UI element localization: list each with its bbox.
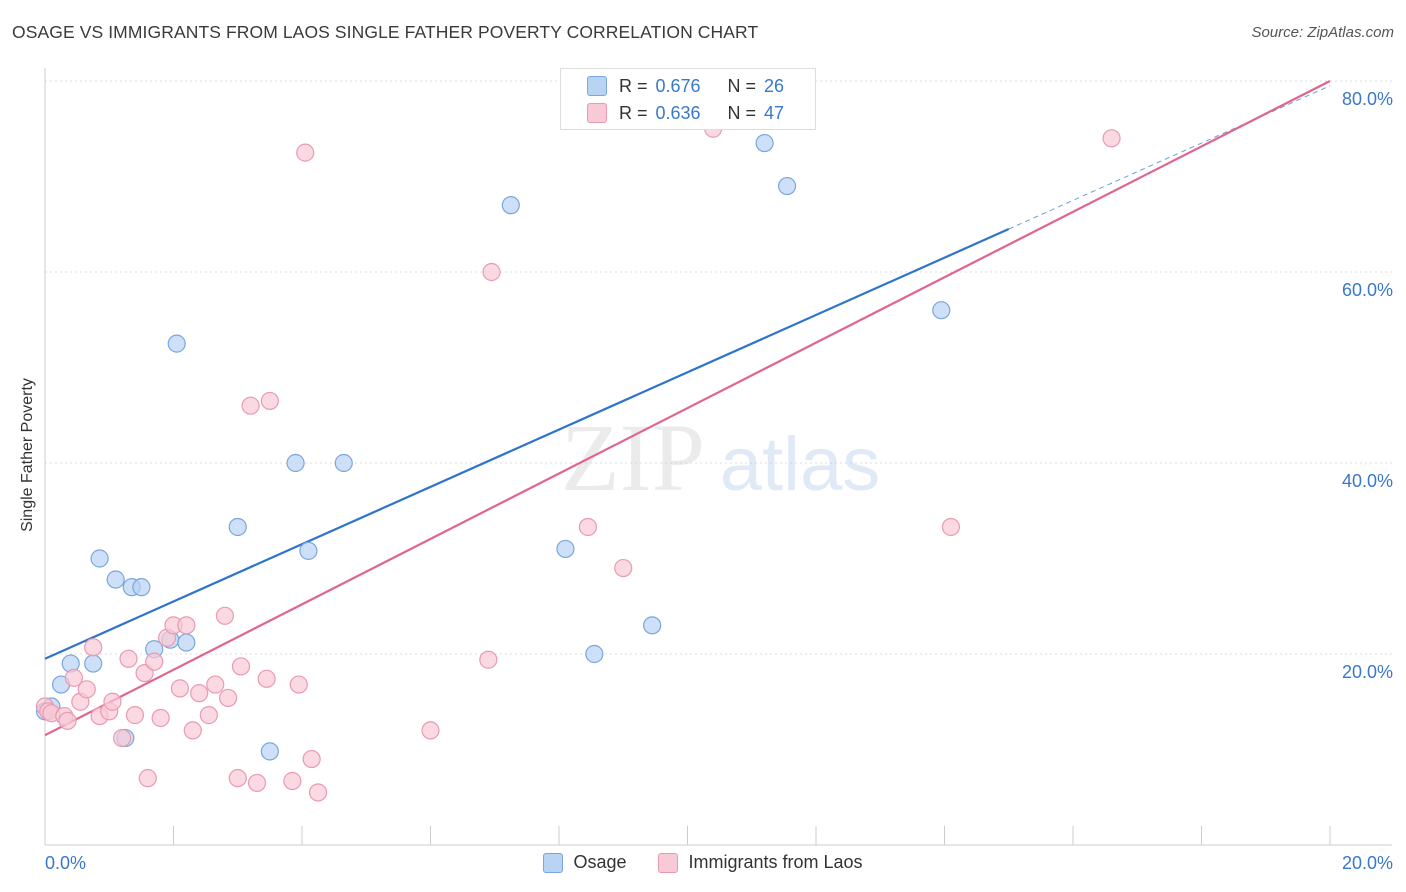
tick-labels: 20.0% 40.0% 60.0% 80.0% 0.0% 20.0% (45, 89, 1393, 873)
data-point (228, 517, 247, 537)
y-tick-label: 60.0% (1342, 280, 1393, 300)
osage-legend-swatch (543, 852, 564, 873)
data-point (643, 616, 662, 635)
data-point (145, 652, 164, 671)
legend-item-laos[interactable]: Immigrants from Laos (658, 852, 863, 873)
trend-line (44, 80, 1331, 737)
data-point (84, 638, 103, 657)
data-point (777, 176, 797, 196)
data-point (64, 668, 84, 687)
data-point (941, 517, 961, 537)
source-note: Source: ZipAtlas.com (1251, 24, 1394, 41)
data-point (1102, 129, 1121, 148)
n-label: N = (727, 75, 757, 96)
data-point (112, 728, 132, 748)
stats-legend: R = 0.676 N = 26 R = 0.636 N = 47 (560, 68, 816, 130)
axes (44, 68, 1392, 846)
data-point (228, 769, 247, 788)
data-point (219, 688, 238, 708)
trend-lines (44, 80, 1331, 737)
data-point (501, 196, 520, 215)
r-label: R = (619, 75, 648, 96)
data-point (138, 769, 157, 788)
data-point (90, 549, 109, 568)
laos-legend-swatch (658, 852, 679, 873)
osage-n-value: 26 (764, 75, 785, 96)
data-point (199, 706, 218, 725)
data-point (257, 669, 276, 688)
data-point (482, 262, 501, 282)
laos-swatch (587, 103, 607, 123)
data-point (247, 773, 267, 793)
data-point (334, 453, 353, 473)
data-point (151, 708, 170, 728)
data-point (167, 334, 186, 353)
x-tick-label-min: 0.0% (45, 853, 86, 873)
data-point (119, 649, 138, 668)
legend-item-osage[interactable]: Osage (543, 852, 626, 873)
data-point (479, 650, 498, 669)
watermark: ZIP atlas (561, 404, 880, 511)
trend-line-extension (1008, 85, 1331, 230)
data-point (289, 675, 308, 694)
data-point (183, 721, 202, 740)
r-label: R = (619, 102, 648, 123)
data-point (58, 711, 77, 730)
data-point (241, 396, 260, 415)
data-point (299, 541, 318, 560)
stats-row-laos: R = 0.636 N = 47 (587, 100, 784, 126)
data-point (132, 578, 151, 597)
data-point (215, 606, 234, 625)
y-tick-label: 80.0% (1342, 89, 1393, 109)
data-point (302, 749, 321, 769)
data-point (125, 706, 145, 725)
data-point (932, 301, 951, 320)
osage-swatch (587, 76, 607, 96)
trend-line (44, 228, 1010, 660)
data-point (106, 570, 125, 589)
data-point (585, 644, 604, 664)
data-point (755, 133, 774, 153)
watermark-atlas: atlas (720, 422, 881, 507)
data-point (170, 679, 190, 698)
data-point (77, 680, 96, 699)
data-point (260, 742, 279, 761)
y-tick-label: 40.0% (1342, 471, 1393, 491)
data-point (260, 391, 279, 411)
data-point (84, 654, 103, 673)
data-point (190, 684, 209, 703)
data-points (35, 119, 1121, 802)
x-tick-label-max: 20.0% (1342, 853, 1393, 873)
data-point (206, 675, 225, 694)
watermark-zip: ZIP (561, 404, 705, 511)
data-point (231, 657, 251, 676)
bottom-legend: Osage Immigrants from Laos (0, 852, 1406, 873)
data-point (286, 453, 305, 473)
data-point (177, 633, 196, 652)
n-label: N = (727, 102, 757, 123)
data-point (614, 558, 633, 578)
y-tick-label: 20.0% (1342, 662, 1393, 682)
data-point (556, 539, 575, 559)
laos-r-value: 0.636 (655, 102, 701, 123)
data-point (421, 721, 440, 740)
data-point (578, 517, 598, 537)
osage-r-value: 0.676 (655, 75, 701, 96)
laos-n-value: 47 (764, 102, 785, 123)
legend-label-osage: Osage (573, 852, 627, 872)
chart-title: OSAGE VS IMMIGRANTS FROM LAOS SINGLE FAT… (12, 22, 759, 42)
data-point (177, 616, 196, 635)
data-point (296, 143, 315, 162)
data-point (283, 771, 302, 791)
stats-row-osage: R = 0.676 N = 26 (587, 73, 784, 99)
legend-label-laos: Immigrants from Laos (688, 852, 863, 872)
data-point (308, 783, 328, 802)
data-point (103, 692, 122, 711)
